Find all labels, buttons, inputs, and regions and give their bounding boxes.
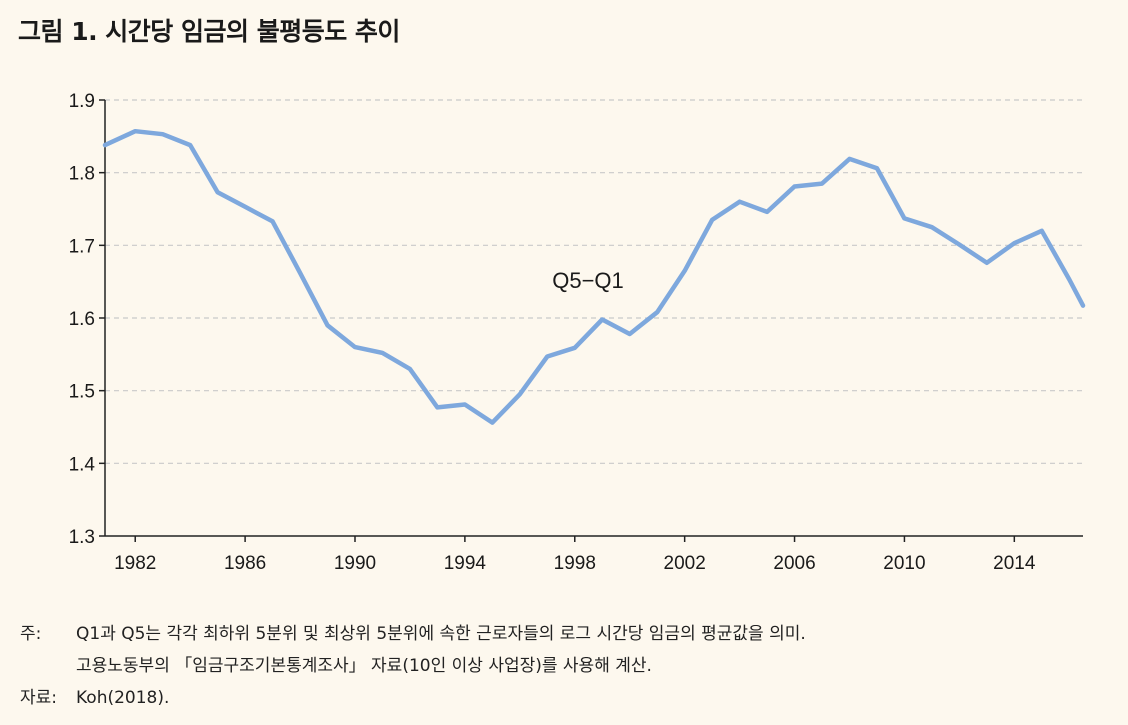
series-label: Q5−Q1 xyxy=(552,268,624,293)
figure-notes: 주: Q1과 Q5는 각각 최하위 5분위 및 최상위 5분위에 속한 근로자들… xyxy=(20,618,806,714)
source-label: 자료: xyxy=(20,688,58,708)
y-tick-label: 1.3 xyxy=(69,527,95,548)
note-row-2: 고용노동부의 「임금구조기본통계조사」 자료(10인 이상 사업장)를 사용해 … xyxy=(20,650,806,682)
note-label: 주: xyxy=(20,624,42,644)
source-text: Koh(2018). xyxy=(76,688,170,708)
note-text-1: Q1과 Q5는 각각 최하위 5분위 및 최상위 5분위에 속한 근로자들의 로… xyxy=(76,624,806,644)
series-group xyxy=(102,128,1086,425)
source-row: 자료: Koh(2018). xyxy=(20,682,806,714)
x-tick-label: 2010 xyxy=(883,553,925,574)
x-axis: 1982 1986 1990 1994 1998 2002 2006 2010 2014 xyxy=(105,535,1083,574)
y-tick-label: 1.5 xyxy=(69,382,95,403)
y-tick-label: 1.6 xyxy=(69,309,95,330)
y-tick-label: 1.9 xyxy=(69,91,95,112)
x-tick-label: 1998 xyxy=(554,553,596,574)
x-tick-label: 2002 xyxy=(664,553,706,574)
x-tick-label: 2014 xyxy=(993,553,1036,574)
y-axis: 1.3 1.4 1.5 1.6 1.7 1.8 1.9 xyxy=(69,91,106,548)
note-text-2: 고용노동부의 「임금구조기본통계조사」 자료(10인 이상 사업장)를 사용해 … xyxy=(76,656,652,676)
note-row: 주: Q1과 Q5는 각각 최하위 5분위 및 최상위 5분위에 속한 근로자들… xyxy=(20,618,806,650)
x-tick-label: 1994 xyxy=(444,553,487,574)
y-tick-label: 1.8 xyxy=(69,164,95,185)
line-chart: 1.31.41.51.61.71.81.9 1982 1986 1990 1994 19… xyxy=(69,91,1086,574)
x-tick-label: 1986 xyxy=(224,553,266,574)
y-tick-label: 1.7 xyxy=(69,236,95,257)
figure-title: 그림 1. 시간당 임금의 불평등도 추이 xyxy=(18,17,400,46)
y-tick-label: 1.4 xyxy=(69,454,96,475)
x-tick-label: 2006 xyxy=(773,553,815,574)
x-tick-label: 1982 xyxy=(114,553,156,574)
gridlines xyxy=(105,99,1083,464)
x-tick-label: 1990 xyxy=(334,553,376,574)
